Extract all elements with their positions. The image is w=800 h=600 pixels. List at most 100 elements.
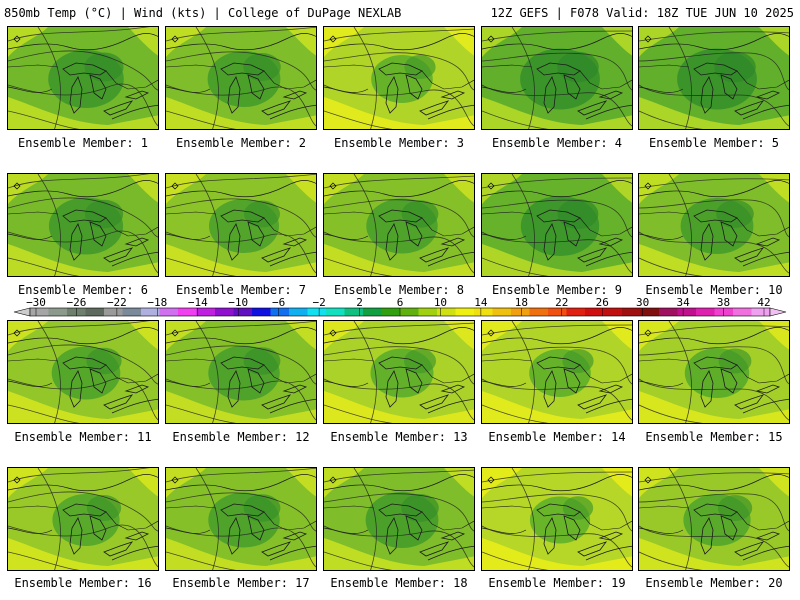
colorbar-swatch xyxy=(289,308,308,316)
colorbar-tick-label: 18 xyxy=(515,296,528,309)
colorbar-swatch xyxy=(141,308,160,316)
ensemble-member-panel xyxy=(165,320,317,424)
colorbar-swatch xyxy=(659,308,678,316)
colorbar-swatch xyxy=(48,308,68,316)
ensemble-member-panel xyxy=(323,173,475,277)
colorbar-tick-label: −14 xyxy=(188,296,208,309)
ensemble-member-label: Ensemble Member: 19 xyxy=(488,576,626,590)
colorbar-tick-label: −26 xyxy=(67,296,87,309)
temperature-map xyxy=(482,27,632,129)
temperature-colorbar: −30 −26 −22 −18 −14 −10 −6 −2 2 6 10 14 18 22 26 30 34 38… xyxy=(13,296,787,317)
temperature-map xyxy=(639,321,789,423)
temperature-map xyxy=(324,174,474,276)
ensemble-member-panel xyxy=(481,467,633,571)
run-valid-time: 12Z GEFS | F078 Valid: 18Z TUE JUN 10 20… xyxy=(490,6,794,20)
temperature-map xyxy=(482,468,632,570)
ensemble-member-panel xyxy=(638,467,790,571)
colorbar-swatch xyxy=(400,308,419,316)
temperature-map xyxy=(639,27,789,129)
ensemble-member-panel xyxy=(638,320,790,424)
ensemble-member-label: Ensemble Member: 20 xyxy=(645,576,783,590)
colorbar-tick-label: −6 xyxy=(272,296,285,309)
colorbar-swatch xyxy=(381,308,401,316)
colorbar-swatch xyxy=(270,308,290,316)
colorbar-swatch xyxy=(196,308,216,316)
ensemble-member-label: Ensemble Member: 2 xyxy=(175,136,307,150)
colorbar-tick-label: 34 xyxy=(676,296,690,309)
colorbar-swatch xyxy=(677,308,697,316)
temperature-map xyxy=(639,468,789,570)
ensemble-member-panel xyxy=(638,26,790,130)
temperature-map xyxy=(166,321,316,423)
temperature-map xyxy=(8,27,158,129)
colorbar-swatch xyxy=(363,308,382,316)
colorbar-tick-label: 14 xyxy=(474,296,488,309)
ensemble-member-panel xyxy=(323,26,475,130)
ensemble-member-label: Ensemble Member: 15 xyxy=(645,430,783,444)
colorbar-right-arrow xyxy=(769,307,787,317)
map-title: 850mb Temp (°C) | Wind (kts) | College o… xyxy=(4,6,402,20)
temperature-map xyxy=(8,468,158,570)
temperature-map xyxy=(166,27,316,129)
colorbar-swatch xyxy=(344,308,364,316)
colorbar-swatch xyxy=(474,308,493,316)
colorbar-tick-label: −2 xyxy=(312,296,325,309)
colorbar-swatch xyxy=(548,308,567,316)
temperature-map xyxy=(8,174,158,276)
colorbar-tick-label: 42 xyxy=(757,296,770,309)
ensemble-member-label: Ensemble Member: 11 xyxy=(14,430,152,444)
colorbar-swatch xyxy=(252,308,271,316)
temperature-map xyxy=(324,321,474,423)
ensemble-member-panel xyxy=(481,26,633,130)
colorbar-swatch xyxy=(603,308,623,316)
colorbar-tick-label: 26 xyxy=(596,296,609,309)
ensemble-member-label: Ensemble Member: 7 xyxy=(175,283,307,297)
ensemble-member-panel xyxy=(7,320,159,424)
ensemble-member-label: Ensemble Member: 6 xyxy=(17,283,149,297)
ensemble-member-label: Ensemble Member: 4 xyxy=(491,136,623,150)
ensemble-member-panel xyxy=(7,26,159,130)
colorbar-swatch xyxy=(529,308,549,316)
colorbar-swatch xyxy=(104,308,123,316)
colorbar-tick-label: −18 xyxy=(147,296,167,309)
colorbar-left-arrow xyxy=(13,307,31,317)
temperature-map xyxy=(166,174,316,276)
colorbar-swatch xyxy=(714,308,734,316)
ensemble-member-label: Ensemble Member: 10 xyxy=(645,283,783,297)
colorbar-swatch xyxy=(215,308,234,316)
temperature-map xyxy=(166,468,316,570)
colorbar-swatch xyxy=(492,308,512,316)
colorbar-swatch xyxy=(585,308,604,316)
colorbar-swatch xyxy=(233,308,253,316)
ensemble-member-label: Ensemble Member: 13 xyxy=(330,430,468,444)
temperature-map xyxy=(482,321,632,423)
colorbar-tick-label: −10 xyxy=(228,296,248,309)
ensemble-member-label: Ensemble Member: 16 xyxy=(14,576,152,590)
ensemble-member-panel xyxy=(165,467,317,571)
colorbar-tick-label: −30 xyxy=(26,296,46,309)
ensemble-member-panel xyxy=(7,173,159,277)
colorbar-tick-label: 6 xyxy=(397,296,404,309)
ensemble-member-panel xyxy=(481,320,633,424)
colorbar-swatch xyxy=(418,308,438,316)
colorbar-tick-label: 2 xyxy=(356,296,363,309)
ensemble-member-panel xyxy=(638,173,790,277)
colorbar-swatch xyxy=(159,308,179,316)
ensemble-member-panel xyxy=(323,320,475,424)
temperature-map xyxy=(8,321,158,423)
temperature-map xyxy=(324,27,474,129)
temperature-map xyxy=(482,174,632,276)
colorbar-tick-label: 30 xyxy=(636,296,649,309)
colorbar-swatch xyxy=(85,308,105,316)
colorbar-swatch xyxy=(30,308,49,316)
colorbar-tick-label: 10 xyxy=(434,296,447,309)
colorbar-swatch xyxy=(751,308,771,316)
ensemble-member-label: Ensemble Member: 18 xyxy=(330,576,468,590)
colorbar-tick-label: −22 xyxy=(107,296,127,309)
ensemble-member-label: Ensemble Member: 17 xyxy=(172,576,310,590)
colorbar-swatch xyxy=(696,308,715,316)
temperature-map xyxy=(324,468,474,570)
colorbar-swatch xyxy=(122,308,142,316)
colorbar-swatch xyxy=(566,308,586,316)
colorbar-swatch xyxy=(307,308,327,316)
